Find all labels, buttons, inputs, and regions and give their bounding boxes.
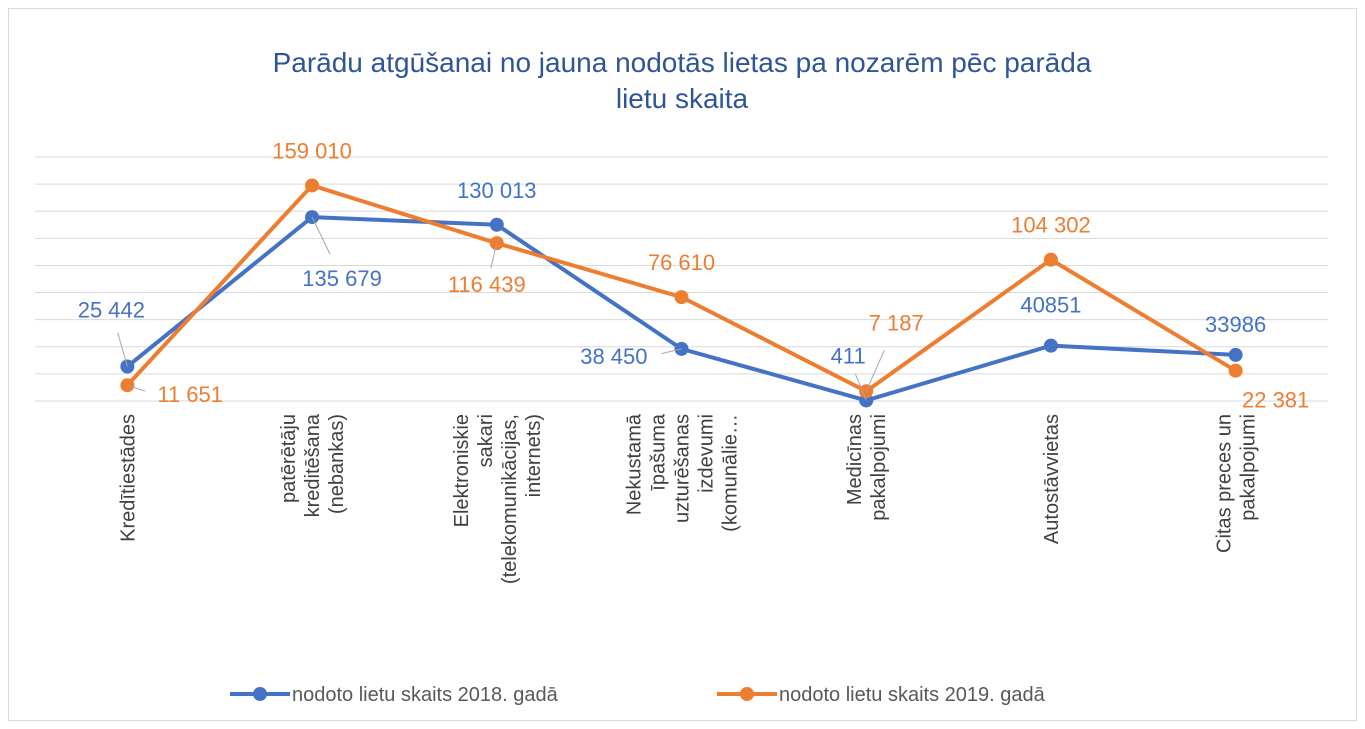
data-label: 38 450 (580, 344, 647, 369)
x-tick-label-group: Autostāvvietas (1041, 414, 1063, 544)
data-label: 11 651 (157, 382, 223, 407)
chart-frame (8, 8, 1357, 721)
x-tick-label: Medicīnas pakalpojumi (844, 414, 890, 521)
legend-marker (253, 687, 267, 701)
leader-line (854, 373, 867, 401)
x-tick-label-group: Citas preces un pakalpojumi (1214, 414, 1260, 553)
x-tick-label-group: Nekustamā īpašuma uzturēšanas izdevumi (komu… (624, 413, 742, 532)
data-label: 76 610 (648, 250, 715, 275)
data-label: 130 013 (457, 178, 537, 203)
data-point (1043, 252, 1058, 267)
leader-line (660, 348, 682, 355)
data-label: 22 381 (1242, 388, 1309, 413)
data-label: 411 (831, 343, 866, 368)
data-point (1043, 338, 1058, 353)
x-tick-label-group: Medicīnas pakalpojumi (844, 414, 890, 521)
data-label: 104 302 (1011, 213, 1091, 238)
chart-title: Parādu atgūšanai no jauna nodotās lietas… (273, 47, 1092, 114)
x-tick-label: Kredītiestādes (117, 414, 139, 542)
legend-label: nodoto lietu skaits 2018. gadā (292, 684, 559, 706)
leader-line (490, 243, 498, 269)
data-point (305, 178, 320, 193)
data-label: 7 187 (869, 310, 924, 335)
data-point (1228, 363, 1243, 378)
data-label: 33986 (1205, 312, 1266, 337)
data-point (674, 290, 689, 305)
x-tick-label: Nekustamā īpašuma uzturēšanas izdevumi (komu… (624, 413, 742, 532)
legend-marker (740, 687, 754, 701)
data-point (120, 359, 135, 374)
x-tick-label: Citas preces un pakalpojumi (1214, 414, 1260, 553)
data-point (1228, 347, 1243, 362)
x-tick-label: Elektroniskie sakari (telekomunikācijas, in… (451, 414, 545, 584)
leader-line (127, 384, 146, 392)
leader-line (311, 216, 331, 255)
data-label: 159 010 (272, 138, 352, 163)
leader-line (117, 332, 128, 367)
data-label: 25 442 (78, 298, 145, 323)
data-point (489, 217, 504, 232)
x-tick-label-group: Elektroniskie sakari (telekomunikācijas, in… (451, 414, 545, 584)
leader-line (865, 350, 885, 392)
data-label: 40851 (1020, 293, 1081, 318)
x-tick-label: Autostāvvietas (1041, 414, 1063, 544)
data-label: 116 439 (448, 272, 526, 297)
x-tick-label-group: Kredītiestādes (117, 414, 139, 542)
data-label: 135 679 (302, 266, 382, 291)
x-tick-label: patērētāju kreditēšana (nebankas) (278, 413, 348, 517)
x-tick-label-group: patērētāju kreditēšana (nebankas) (278, 413, 348, 517)
legend-label: nodoto lietu skaits 2019. gadā (779, 684, 1046, 706)
